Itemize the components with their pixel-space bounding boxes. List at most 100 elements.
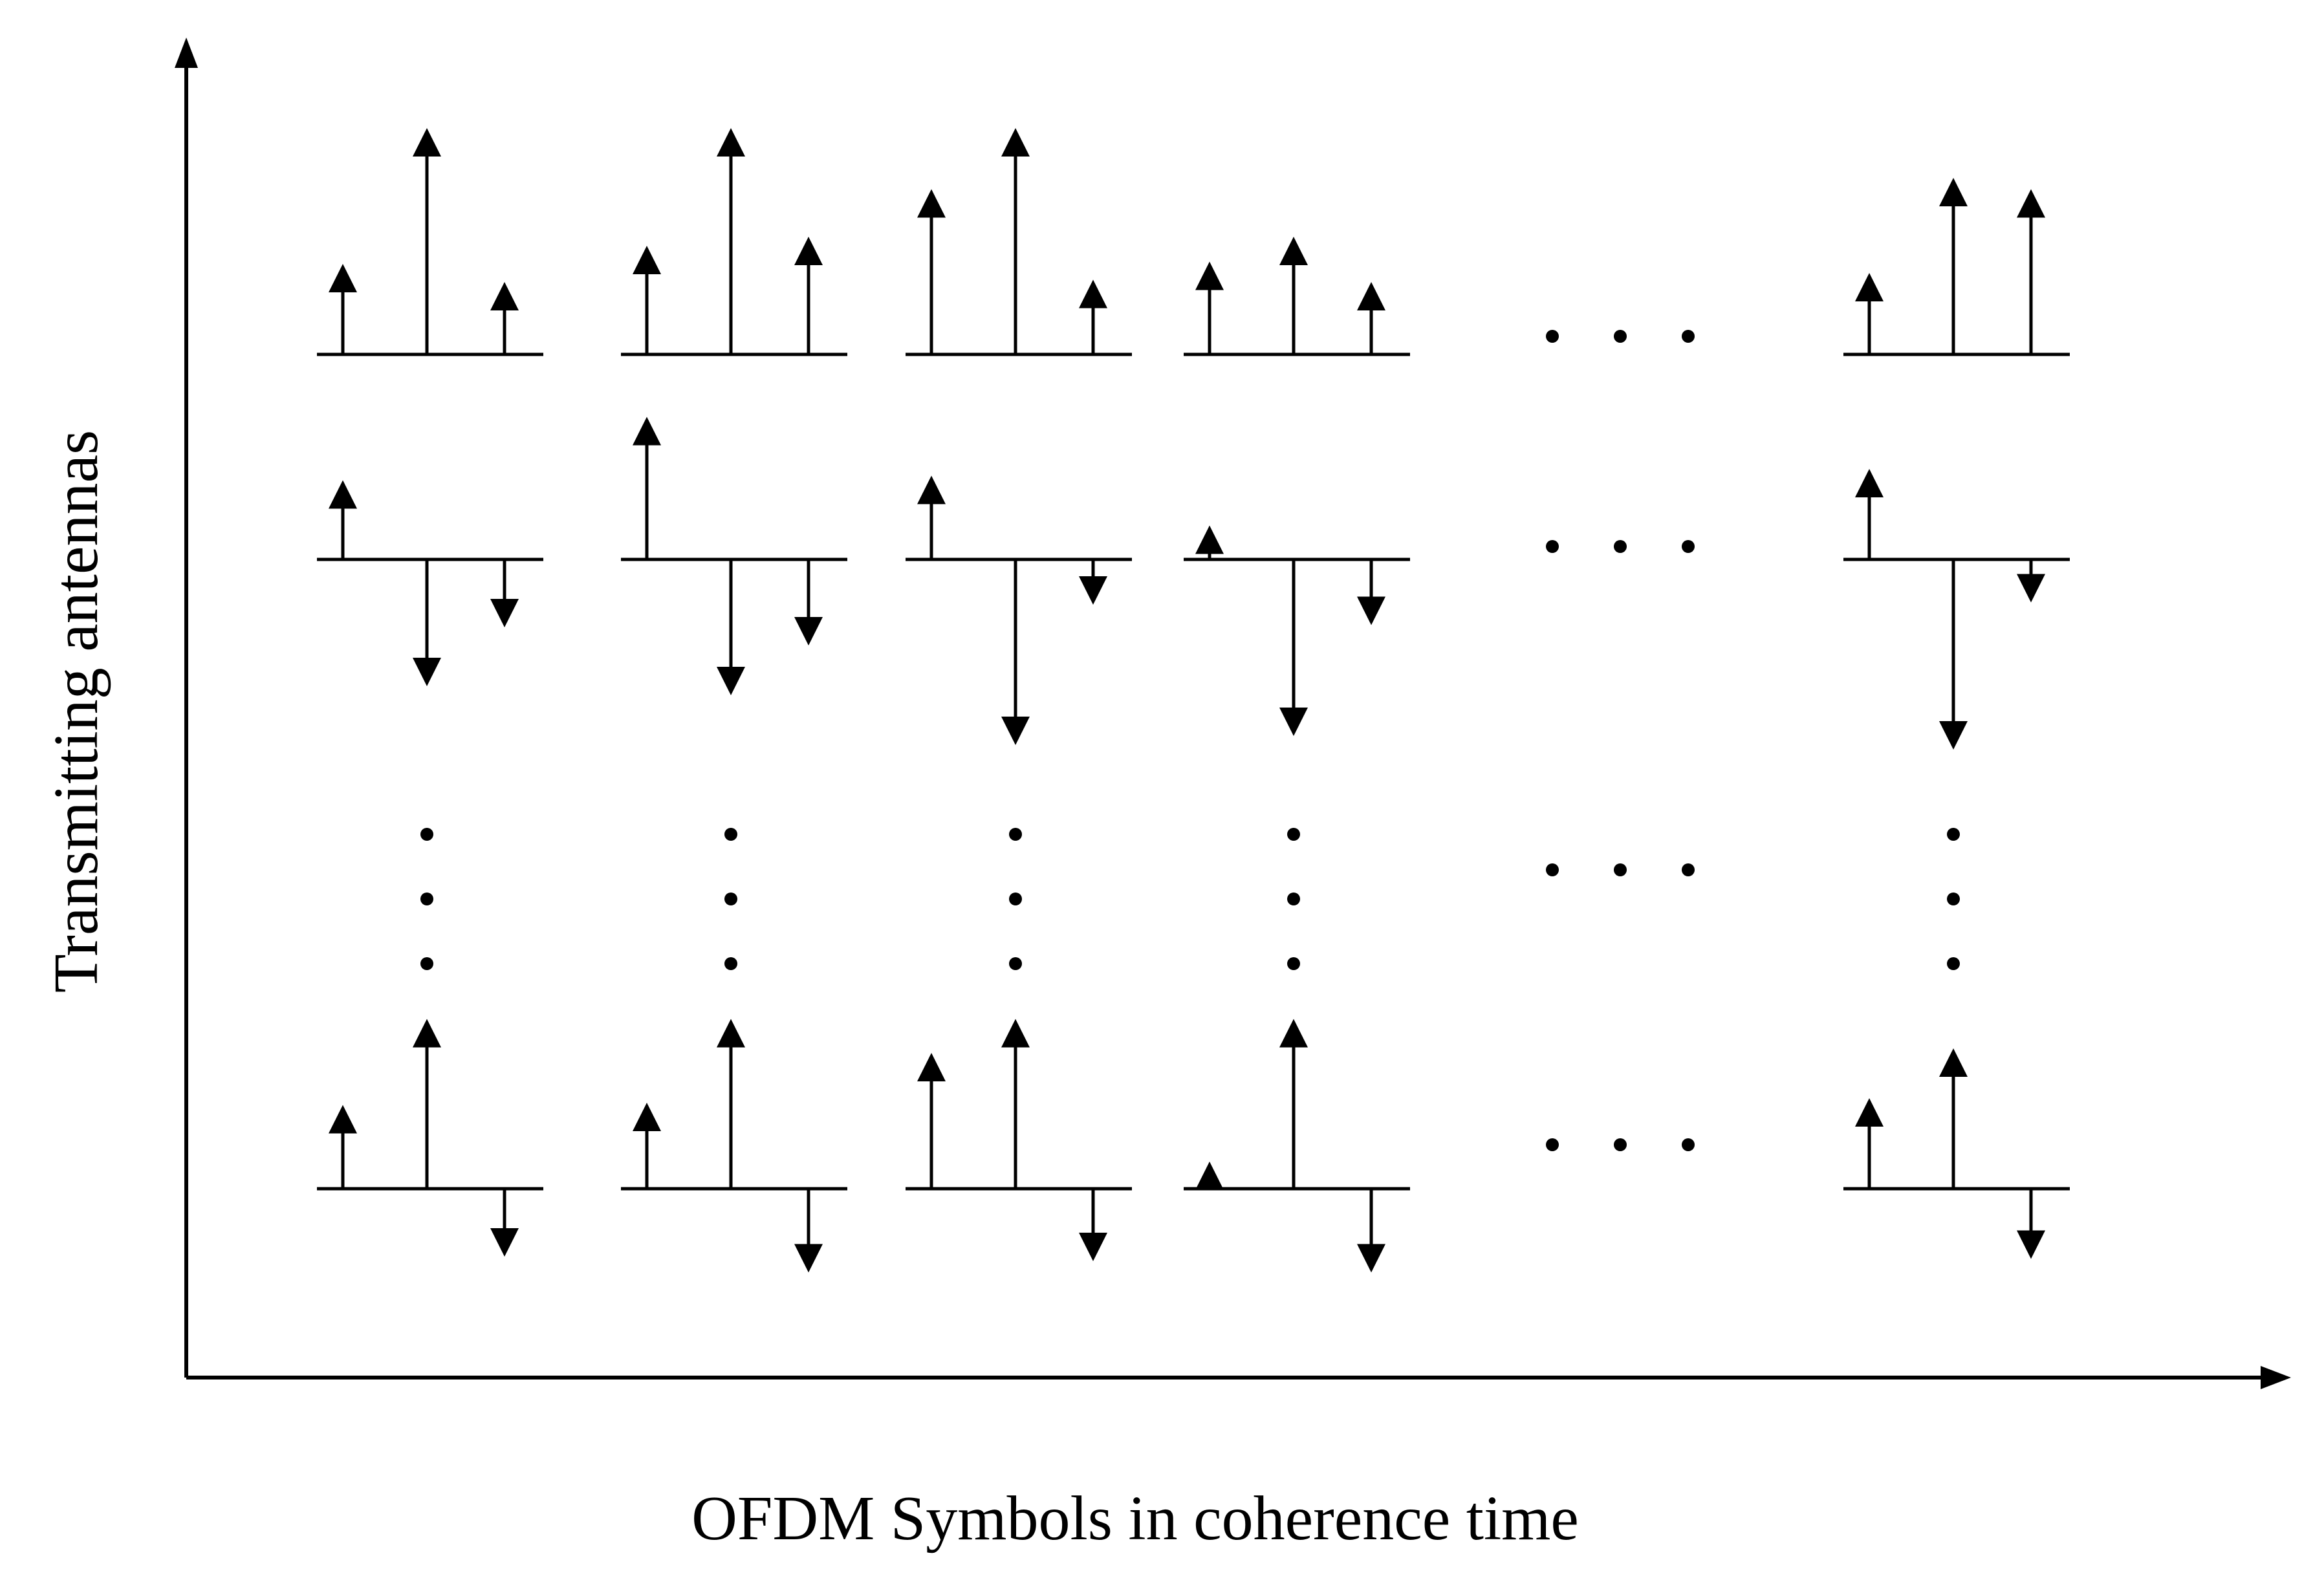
stem-1 <box>1855 1098 1884 1189</box>
antenna-row-1-cell-3 <box>906 128 1132 356</box>
antenna-row-2-cell-6 <box>1843 469 2070 750</box>
dot-3 <box>1682 330 1695 343</box>
stem-2 <box>1279 237 1308 354</box>
y-axis-label: Transmitting antennas <box>41 430 111 993</box>
dot-1 <box>1546 1138 1559 1151</box>
antenna-row-last-cell-1 <box>317 1019 543 1257</box>
dot-1 <box>1546 540 1559 553</box>
stem-2 <box>1001 128 1030 354</box>
stem-1 <box>1195 261 1224 354</box>
antenna-row-2-cell-1 <box>317 480 543 686</box>
dot-1 <box>420 828 433 841</box>
dot-2 <box>420 893 433 905</box>
stem-3 <box>1357 282 1385 354</box>
stem-2 <box>1939 559 1968 750</box>
stem-3 <box>1079 279 1107 354</box>
stem-3 <box>490 1189 519 1257</box>
antenna-row-dots-cell-4 <box>1287 828 1300 970</box>
antenna-row-1-cell-1 <box>317 128 543 356</box>
stem-3 <box>1357 559 1385 625</box>
antenna-row-2-cell-3 <box>906 475 1132 745</box>
stem-2 <box>717 1019 745 1189</box>
stem-1 <box>633 417 661 559</box>
stem-1 <box>329 264 357 354</box>
stem-3 <box>2017 189 2045 354</box>
antenna-row-last-cell-5 <box>1546 1138 1695 1151</box>
stem-3 <box>2017 559 2045 603</box>
stem-2 <box>1001 559 1030 745</box>
stem-1 <box>329 480 357 559</box>
antenna-row-last-cell-3 <box>906 1019 1132 1261</box>
dot-2 <box>724 893 737 905</box>
dot-1 <box>1287 828 1300 841</box>
dot-3 <box>1682 863 1695 876</box>
stem-1 <box>1195 525 1224 559</box>
dot-2 <box>1614 1138 1627 1151</box>
stem-1 <box>917 475 946 559</box>
stem-3 <box>794 237 823 354</box>
dot-2 <box>1287 893 1300 905</box>
stem-2 <box>1279 1019 1308 1189</box>
dot-1 <box>1009 828 1022 841</box>
stem-1 <box>633 1103 661 1189</box>
stem-2 <box>717 128 745 354</box>
stem-3 <box>794 559 823 645</box>
antenna-row-dots-cell-1 <box>420 828 433 970</box>
stem-1 <box>1855 273 1884 354</box>
stem-3 <box>1079 1189 1107 1261</box>
stem-1 <box>633 246 661 354</box>
dot-3 <box>1009 957 1022 970</box>
signal-grid <box>317 128 2070 1273</box>
dot-3 <box>420 957 433 970</box>
stem-2 <box>413 559 441 686</box>
antenna-row-last-cell-2 <box>621 1019 847 1273</box>
antenna-row-dots-cell-6 <box>1947 828 1960 970</box>
stem-3 <box>490 559 519 627</box>
stem-3 <box>2017 1189 2045 1259</box>
dot-1 <box>1947 828 1960 841</box>
y-axis-arrowhead <box>175 38 198 68</box>
stem-3 <box>794 1189 823 1273</box>
antenna-row-1-cell-5 <box>1546 330 1695 343</box>
dot-2 <box>1947 893 1960 905</box>
dot-2 <box>1009 893 1022 905</box>
stem-1 <box>329 1105 357 1189</box>
dot-3 <box>1947 957 1960 970</box>
dot-3 <box>724 957 737 970</box>
dot-1 <box>1546 330 1559 343</box>
dot-1 <box>1546 863 1559 876</box>
axes <box>175 38 2291 1389</box>
stem-3 <box>1079 559 1107 605</box>
antenna-row-last-cell-4 <box>1184 1019 1410 1273</box>
antenna-row-dots-cell-5 <box>1546 863 1695 876</box>
dot-2 <box>1614 330 1627 343</box>
antenna-row-last-cell-6 <box>1843 1048 2070 1259</box>
x-axis-arrowhead <box>2261 1366 2291 1389</box>
dot-3 <box>1682 540 1695 553</box>
dot-3 <box>1682 1138 1695 1151</box>
stem-1 <box>917 189 946 354</box>
dot-2 <box>1614 863 1627 876</box>
stem-2 <box>717 559 745 695</box>
stem-2 <box>1001 1019 1030 1189</box>
dot-1 <box>724 828 737 841</box>
stem-1 <box>917 1053 946 1189</box>
dot-3 <box>1287 957 1300 970</box>
stem-3 <box>490 282 519 354</box>
antenna-row-dots-cell-3 <box>1009 828 1022 970</box>
antenna-row-dots-cell-2 <box>724 828 737 970</box>
stem-2 <box>1939 1048 1968 1189</box>
stem-2 <box>413 128 441 354</box>
antenna-row-1-cell-2 <box>621 128 847 356</box>
antenna-row-2-cell-5 <box>1546 540 1695 553</box>
x-axis-label: OFDM Symbols in coherence time <box>691 1484 1579 1553</box>
antenna-row-2-cell-4 <box>1184 525 1410 736</box>
stem-3 <box>1357 1189 1385 1273</box>
stem-2 <box>413 1019 441 1189</box>
antenna-row-1-cell-4 <box>1184 237 1410 356</box>
antenna-row-2-cell-2 <box>621 417 847 695</box>
stem-2 <box>1279 559 1308 736</box>
stem-2 <box>1939 178 1968 354</box>
stem-1 <box>1855 469 1884 559</box>
